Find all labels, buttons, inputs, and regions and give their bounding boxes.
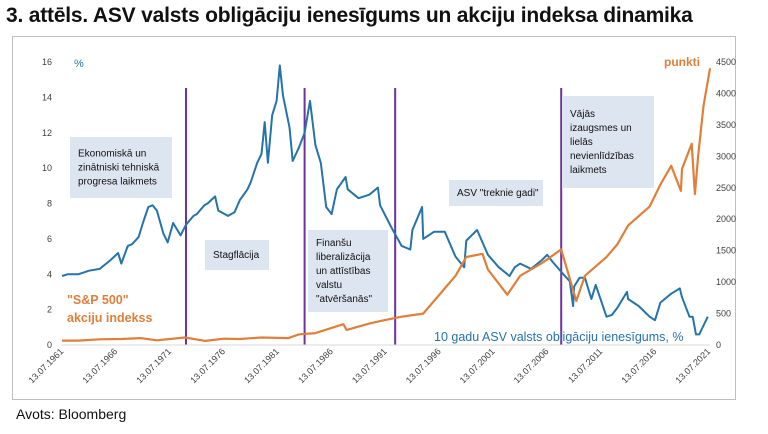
x-tick-label: 13.07.2001 bbox=[458, 346, 497, 385]
annotation-text: "atvēršanās" bbox=[316, 294, 372, 305]
y-left-tick-label: 12 bbox=[42, 128, 52, 138]
sp500-series-label-line2: akciju indekss bbox=[67, 311, 153, 325]
y-right-tick-label: 0 bbox=[716, 340, 721, 350]
period-annotation-1: Stagflācija bbox=[205, 240, 269, 270]
annotation-text: valstu bbox=[316, 280, 342, 291]
annotation-box bbox=[205, 240, 269, 270]
period-annotations: Ekonomiskā un zinātniski tehniskā progresa… bbox=[70, 96, 654, 312]
annotation-box bbox=[562, 96, 654, 188]
x-tick-label: 13.07.1996 bbox=[404, 346, 443, 385]
period-annotation-2: Finanšu liberalizācija un attīstības valstu… bbox=[308, 230, 388, 312]
y-right-tick-label: 4000 bbox=[716, 88, 736, 98]
annotation-text: lielās bbox=[570, 137, 593, 148]
y-right-tick-label: 2000 bbox=[716, 214, 736, 224]
annotation-text: un attīstības bbox=[316, 266, 370, 277]
source-note: Avots: Bloomberg bbox=[16, 406, 127, 422]
annotation-text: nevienlīdzības bbox=[570, 151, 634, 162]
annotation-box bbox=[70, 137, 172, 198]
figure-title: 3. attēls. ASV valsts obligāciju ienesīg… bbox=[6, 4, 693, 27]
y-left-tick-label: 8 bbox=[47, 199, 52, 209]
y-left-tick-label: 14 bbox=[42, 92, 52, 102]
annotation-text: Vājās bbox=[570, 109, 595, 120]
y-left-tick-label: 16 bbox=[42, 57, 52, 67]
period-annotation-0: Ekonomiskā un zinātniski tehniskā progresa… bbox=[70, 137, 172, 198]
annotation-text: Stagflācija bbox=[213, 250, 260, 261]
x-tick-label: 13.07.1976 bbox=[188, 346, 227, 385]
y-left-tick-label: 4 bbox=[47, 269, 52, 279]
y-left-tick-label: 0 bbox=[47, 340, 52, 350]
y-right-tick-label: 3500 bbox=[716, 120, 736, 130]
y-left-tick-label: 6 bbox=[47, 234, 52, 244]
annotation-text: liberalizācija bbox=[316, 252, 371, 263]
annotation-box bbox=[308, 230, 388, 312]
y-left-unit-label: % bbox=[74, 58, 84, 70]
annotation-text: izaugsmes un bbox=[570, 123, 632, 134]
y-right-tick-label: 3000 bbox=[716, 151, 736, 161]
x-tick-label: 13.07.1991 bbox=[350, 346, 389, 385]
x-tick-label: 13.07.1981 bbox=[242, 346, 281, 385]
x-tick-label: 13.07.2011 bbox=[566, 346, 604, 384]
series-lines bbox=[61, 64, 712, 342]
y-right-tick-label: 1000 bbox=[716, 277, 736, 287]
x-tick-label: 13.07.1966 bbox=[80, 346, 119, 385]
series-labels: 10 gadu ASV valsts obligāciju ienesīgums… bbox=[67, 293, 683, 344]
x-tick-label: 13.07.1971 bbox=[134, 346, 173, 385]
annotation-text: progresa laikmets bbox=[78, 177, 157, 188]
annotation-text: Ekonomiskā un bbox=[78, 149, 146, 160]
x-tick-label: 13.07.1961 bbox=[26, 346, 65, 385]
annotation-text: laikmets bbox=[570, 165, 607, 176]
yield-line bbox=[61, 64, 709, 336]
y-left-tick-label: 10 bbox=[42, 163, 52, 173]
y-right-tick-label: 1500 bbox=[716, 246, 736, 256]
period-annotation-4: Vājās izaugsmes un lielās nevienlīdzības lai… bbox=[562, 96, 654, 188]
x-tick-label: 13.07.2006 bbox=[512, 346, 551, 385]
annotation-text: Finanšu bbox=[316, 238, 352, 249]
sp500-series-label-line1: "S&P 500" bbox=[67, 293, 129, 307]
annotation-text: zinātniski tehniskā bbox=[78, 163, 160, 174]
annotation-text: ASV "treknie gadi" bbox=[457, 188, 539, 199]
y-right-tick-label: 4500 bbox=[716, 57, 736, 67]
period-annotation-3: ASV "treknie gadi" bbox=[449, 180, 543, 206]
y-left-tick-label: 2 bbox=[47, 305, 52, 315]
y-right-tick-label: 2500 bbox=[716, 183, 736, 193]
yield-series-label: 10 gadu ASV valsts obligāciju ienesīgums… bbox=[434, 330, 683, 344]
x-tick-label: 13.07.1986 bbox=[296, 346, 335, 385]
chart-frame bbox=[12, 36, 736, 400]
x-tick-label: 13.07.2021 bbox=[673, 346, 712, 385]
y-right-unit-label: punkti bbox=[664, 55, 700, 69]
annotation-box bbox=[449, 180, 543, 206]
x-tick-label: 13.07.2016 bbox=[620, 346, 659, 385]
y-right-tick-label: 500 bbox=[716, 309, 731, 319]
sp500-line bbox=[62, 68, 712, 342]
